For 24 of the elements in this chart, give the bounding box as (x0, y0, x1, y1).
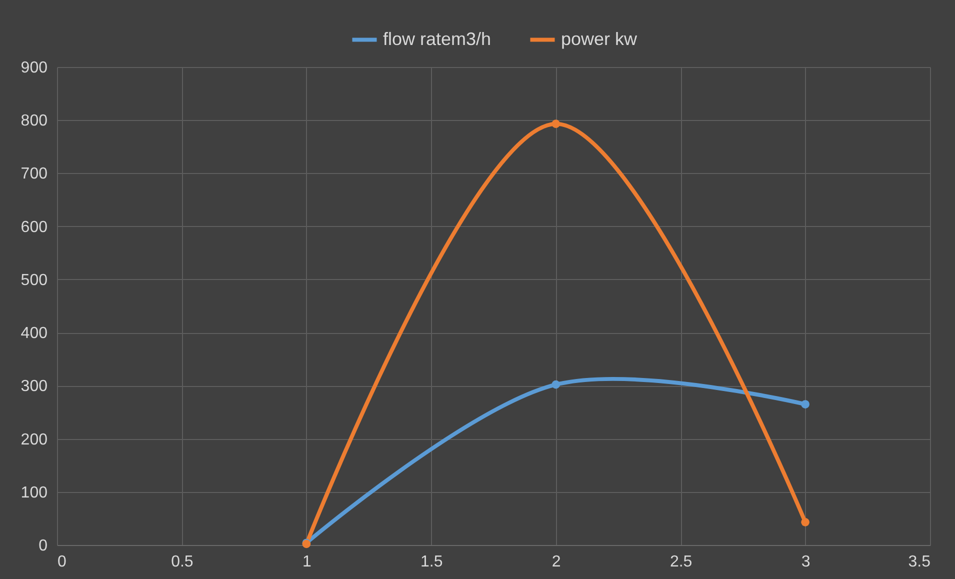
y-tick-label: 100 (20, 484, 48, 502)
y-tick-label: 400 (20, 325, 48, 342)
x-tick-label: 0.5 (171, 554, 194, 570)
x-tick-label: 1 (302, 554, 312, 570)
y-tick-label: 200 (20, 431, 48, 448)
y-tick-label: 700 (20, 166, 48, 183)
x-tick-label: 3.5 (908, 554, 931, 570)
x-tick-label: 3 (801, 554, 810, 570)
legend-label: power kw (561, 28, 638, 49)
point (801, 518, 810, 526)
x-tick-label: 2.5 (670, 554, 692, 570)
y-tick-label: 0 (38, 538, 48, 554)
point (552, 380, 560, 389)
y-tick-label: 900 (20, 60, 48, 76)
legend-label: flow ratem3/h (383, 28, 492, 49)
y-tick-label: 300 (20, 378, 48, 396)
y-tick-label: 800 (20, 112, 48, 130)
x-tick-label: 2 (552, 554, 561, 570)
x-tick-label: 0 (58, 554, 66, 570)
y-tick-label: 600 (20, 218, 48, 236)
y-tick-label: 500 (20, 272, 48, 289)
point (801, 400, 810, 408)
point (552, 120, 560, 128)
x-tick-label: 1.5 (420, 554, 443, 570)
